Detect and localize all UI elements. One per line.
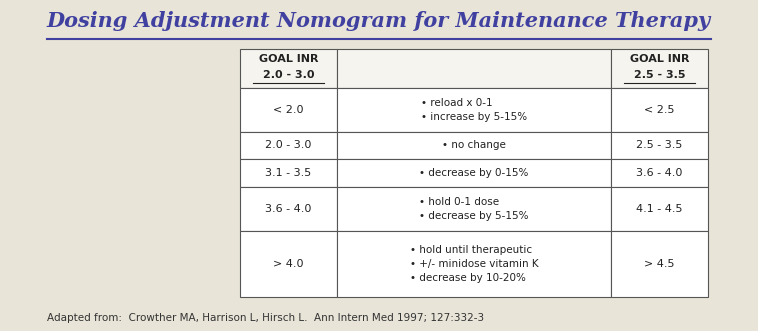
FancyBboxPatch shape	[611, 231, 708, 297]
FancyBboxPatch shape	[337, 159, 611, 187]
Text: • hold until therapeutic
• +/- minidose vitamin K
• decrease by 10-20%: • hold until therapeutic • +/- minidose …	[409, 245, 538, 283]
Text: • hold 0-1 dose
• decrease by 5-15%: • hold 0-1 dose • decrease by 5-15%	[419, 197, 529, 221]
Text: • reload x 0-1
• increase by 5-15%: • reload x 0-1 • increase by 5-15%	[421, 98, 527, 121]
FancyBboxPatch shape	[611, 87, 708, 132]
Text: 2.0 - 3.0: 2.0 - 3.0	[265, 140, 312, 150]
FancyBboxPatch shape	[611, 132, 708, 159]
FancyBboxPatch shape	[611, 159, 708, 187]
Text: GOAL INR: GOAL INR	[258, 54, 318, 64]
FancyBboxPatch shape	[611, 187, 708, 231]
Text: 4.1 - 4.5: 4.1 - 4.5	[636, 204, 683, 214]
Text: 3.6 - 4.0: 3.6 - 4.0	[265, 204, 312, 214]
Text: Dosing Adjustment Nomogram for Maintenance Therapy: Dosing Adjustment Nomogram for Maintenan…	[47, 11, 711, 31]
Text: • no change: • no change	[442, 140, 506, 150]
FancyBboxPatch shape	[337, 87, 611, 132]
FancyBboxPatch shape	[337, 231, 611, 297]
FancyBboxPatch shape	[337, 187, 611, 231]
Text: > 4.5: > 4.5	[644, 259, 675, 269]
FancyBboxPatch shape	[337, 132, 611, 159]
FancyBboxPatch shape	[240, 132, 337, 159]
FancyBboxPatch shape	[240, 87, 337, 132]
FancyBboxPatch shape	[240, 49, 337, 87]
Text: 2.5 - 3.5: 2.5 - 3.5	[634, 71, 685, 80]
Text: • decrease by 0-15%: • decrease by 0-15%	[419, 168, 528, 178]
Text: 2.5 - 3.5: 2.5 - 3.5	[636, 140, 683, 150]
Text: Adapted from:  Crowther MA, Harrison L, Hirsch L.  Ann Intern Med 1997; 127:332-: Adapted from: Crowther MA, Harrison L, H…	[46, 313, 484, 323]
FancyBboxPatch shape	[611, 49, 708, 87]
FancyBboxPatch shape	[240, 159, 337, 187]
Text: < 2.5: < 2.5	[644, 105, 675, 115]
FancyBboxPatch shape	[240, 231, 337, 297]
Text: 2.0 - 3.0: 2.0 - 3.0	[263, 71, 315, 80]
Text: 3.6 - 4.0: 3.6 - 4.0	[636, 168, 683, 178]
FancyBboxPatch shape	[240, 187, 337, 231]
Text: < 2.0: < 2.0	[274, 105, 304, 115]
Text: 3.1 - 3.5: 3.1 - 3.5	[265, 168, 312, 178]
FancyBboxPatch shape	[337, 49, 611, 87]
Text: > 4.0: > 4.0	[274, 259, 304, 269]
Text: GOAL INR: GOAL INR	[630, 54, 689, 64]
